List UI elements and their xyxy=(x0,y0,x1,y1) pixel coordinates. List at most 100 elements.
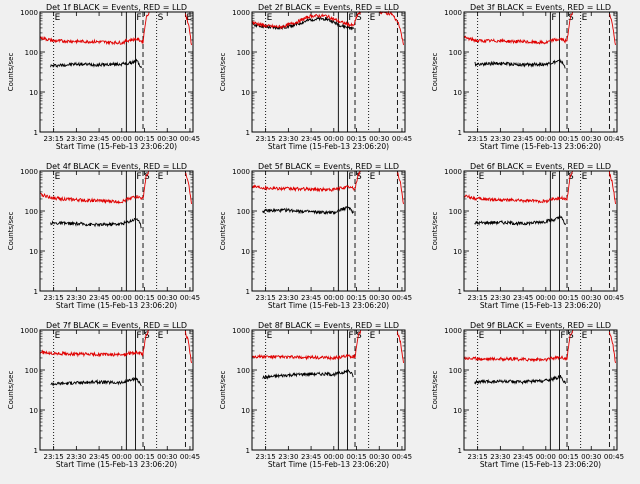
y-tick-label: 10 xyxy=(29,248,38,256)
y-tick-label: 10 xyxy=(241,248,250,256)
detector-panel-5: Det 5f BLACK = Events, RED = LLD Counts/s… xyxy=(219,162,412,310)
detector-panel-1: Det 1f BLACK = Events, RED = LLD Counts/s… xyxy=(7,3,200,151)
x-tick-label: 00:00 xyxy=(324,453,344,461)
time-marker-label: E xyxy=(55,331,61,341)
x-tick-label: 00:00 xyxy=(324,135,344,143)
time-marker-label: F xyxy=(560,331,565,341)
y-tick-label: 100 xyxy=(25,367,38,375)
time-marker-label: E xyxy=(582,172,588,182)
detector-panel-6: Det 6f BLACK = Events, RED = LLD Counts/s… xyxy=(431,162,624,310)
x-axis-label: Start Time (15-Feb-13 23:06:20) xyxy=(480,301,601,310)
x-tick-label: 00:45 xyxy=(392,453,412,461)
series-lld xyxy=(463,11,574,45)
y-tick-label: 1 xyxy=(34,129,38,137)
x-axis-label: Start Time (15-Feb-13 23:06:20) xyxy=(56,142,177,151)
x-tick-label: 00:45 xyxy=(392,294,412,302)
plot-frame xyxy=(39,11,194,133)
x-axis-label: Start Time (15-Feb-13 23:06:20) xyxy=(480,460,601,469)
detector-panel-3: Det 3f BLACK = Events, RED = LLD Counts/s… xyxy=(431,3,624,151)
x-tick-label: 00:00 xyxy=(536,294,556,302)
x-tick-label: 23:15 xyxy=(256,453,276,461)
plot-frame xyxy=(463,170,618,292)
time-marker-label: F xyxy=(136,172,141,182)
x-tick-label: 23:30 xyxy=(490,135,510,143)
panel-title: Det 3f BLACK = Events, RED = LLD xyxy=(470,3,611,12)
series-lld xyxy=(39,329,150,358)
x-tick-label: 23:15 xyxy=(468,453,488,461)
y-axis-label: Counts/sec xyxy=(7,371,15,410)
x-axis-label: Start Time (15-Feb-13 23:06:20) xyxy=(56,301,177,310)
y-tick-label: 10 xyxy=(453,89,462,97)
plot-frame xyxy=(251,11,406,133)
time-marker-label: S xyxy=(356,331,362,341)
y-tick-label: 1 xyxy=(458,288,462,296)
y-tick-label: 100 xyxy=(449,367,462,375)
y-tick-label: 10 xyxy=(29,407,38,415)
series-events xyxy=(474,214,566,227)
time-marker-label: F xyxy=(551,172,556,182)
time-marker-label: E xyxy=(370,172,376,182)
time-marker-label: E xyxy=(55,172,61,182)
y-tick-label: 10 xyxy=(241,89,250,97)
y-tick-label: 100 xyxy=(449,208,462,216)
x-tick-label: 00:30 xyxy=(369,453,389,461)
time-marker-label: E xyxy=(479,172,485,182)
plot-frame xyxy=(39,170,194,292)
x-tick-label: 23:15 xyxy=(256,294,276,302)
series-events xyxy=(474,374,566,385)
series-lld xyxy=(39,11,150,46)
series-events xyxy=(50,58,142,69)
x-tick-label: 23:30 xyxy=(278,294,298,302)
x-tick-label: 00:30 xyxy=(581,294,601,302)
y-tick-label: 100 xyxy=(237,208,250,216)
x-tick-label: 23:45 xyxy=(301,135,321,143)
y-tick-label: 1000 xyxy=(444,168,462,176)
y-tick-label: 10 xyxy=(241,407,250,415)
time-marker-label: E xyxy=(370,13,376,23)
panel-title: Det 4f BLACK = Events, RED = LLD xyxy=(46,162,187,171)
x-axis-label: Start Time (15-Feb-13 23:06:20) xyxy=(268,301,389,310)
detector-panel-9: Det 9f BLACK = Events, RED = LLD Counts/s… xyxy=(431,321,624,469)
y-tick-label: 10 xyxy=(453,407,462,415)
y-tick-label: 1000 xyxy=(444,9,462,17)
x-axis-label: Start Time (15-Feb-13 23:06:20) xyxy=(268,142,389,151)
x-tick-label: 00:30 xyxy=(369,294,389,302)
series-lld xyxy=(251,170,362,193)
time-marker-label: S xyxy=(144,331,150,341)
y-axis-label: Counts/sec xyxy=(7,53,15,92)
x-tick-label: 23:30 xyxy=(278,453,298,461)
series-events xyxy=(251,16,354,31)
x-tick-label: 23:45 xyxy=(89,294,109,302)
y-tick-label: 1 xyxy=(246,129,250,137)
y-tick-label: 100 xyxy=(25,49,38,57)
x-tick-label: 23:45 xyxy=(301,453,321,461)
y-axis-label: Counts/sec xyxy=(431,371,439,410)
y-axis-label: Counts/sec xyxy=(219,53,227,92)
time-marker-label: F xyxy=(136,331,141,341)
x-tick-label: 23:30 xyxy=(66,135,86,143)
detector-panel-7: Det 7f BLACK = Events, RED = LLD Counts/s… xyxy=(7,321,200,469)
x-tick-label: 23:15 xyxy=(44,135,64,143)
x-tick-label: 00:00 xyxy=(536,135,556,143)
y-tick-label: 1000 xyxy=(20,168,38,176)
panel-title: Det 9f BLACK = Events, RED = LLD xyxy=(470,321,611,330)
x-tick-label: 23:45 xyxy=(513,135,533,143)
time-marker-label: E xyxy=(55,13,61,23)
y-tick-label: 1 xyxy=(34,447,38,455)
x-axis-label: Start Time (15-Feb-13 23:06:20) xyxy=(268,460,389,469)
x-tick-label: 00:45 xyxy=(392,135,412,143)
x-tick-label: 00:15 xyxy=(134,294,154,302)
detector-panel-4: Det 4f BLACK = Events, RED = LLD Counts/s… xyxy=(7,162,200,310)
y-axis-label: Counts/sec xyxy=(219,371,227,410)
y-axis-label: Counts/sec xyxy=(431,212,439,251)
y-tick-label: 1 xyxy=(246,447,250,455)
y-tick-label: 1 xyxy=(458,447,462,455)
x-tick-label: 23:15 xyxy=(44,453,64,461)
plot-frame xyxy=(39,329,194,451)
panel-title: Det 5f BLACK = Events, RED = LLD xyxy=(258,162,399,171)
x-tick-label: 23:30 xyxy=(66,294,86,302)
series-events xyxy=(262,205,354,215)
series-lld xyxy=(184,13,192,46)
series-events xyxy=(262,369,354,380)
